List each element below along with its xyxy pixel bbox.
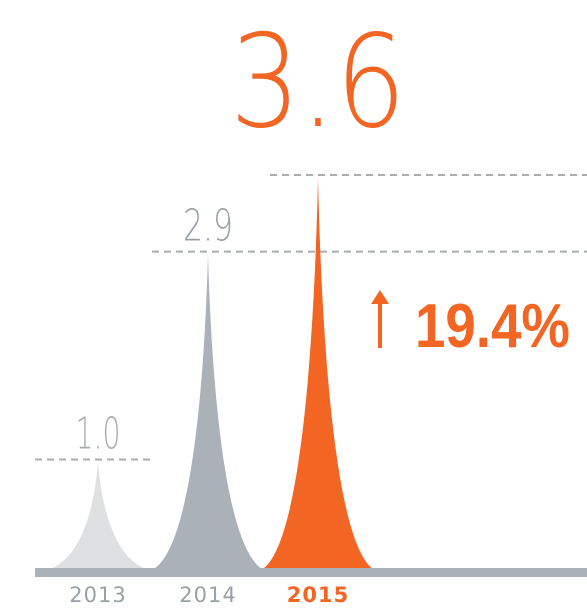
- up-arrow: [371, 290, 389, 348]
- x-tick-label: 2015: [287, 583, 349, 607]
- baseline: [35, 568, 587, 577]
- value-label: 3.6: [230, 8, 406, 157]
- x-tick-label: 2014: [179, 583, 236, 607]
- spike: [254, 178, 382, 572]
- spike: [144, 254, 272, 572]
- value-label: 2.9: [183, 201, 233, 252]
- spike: [34, 462, 162, 572]
- change-annotation: 19.4%: [415, 292, 570, 361]
- value-label: 1.0: [76, 409, 121, 460]
- x-tick-label: 2013: [69, 583, 126, 607]
